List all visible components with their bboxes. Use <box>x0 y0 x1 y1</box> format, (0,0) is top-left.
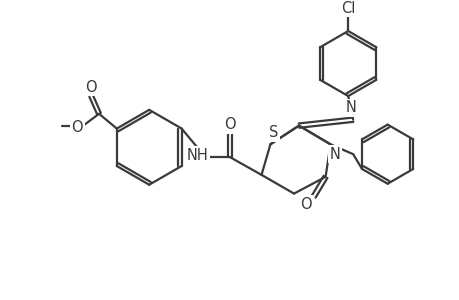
Text: N: N <box>345 100 356 116</box>
Text: S: S <box>268 125 277 140</box>
Text: O: O <box>224 117 235 132</box>
Text: NH: NH <box>186 148 208 163</box>
Text: O: O <box>72 120 83 135</box>
Text: N: N <box>329 147 340 162</box>
Text: Cl: Cl <box>340 1 355 16</box>
Text: O: O <box>85 80 97 95</box>
Text: O: O <box>299 197 311 212</box>
